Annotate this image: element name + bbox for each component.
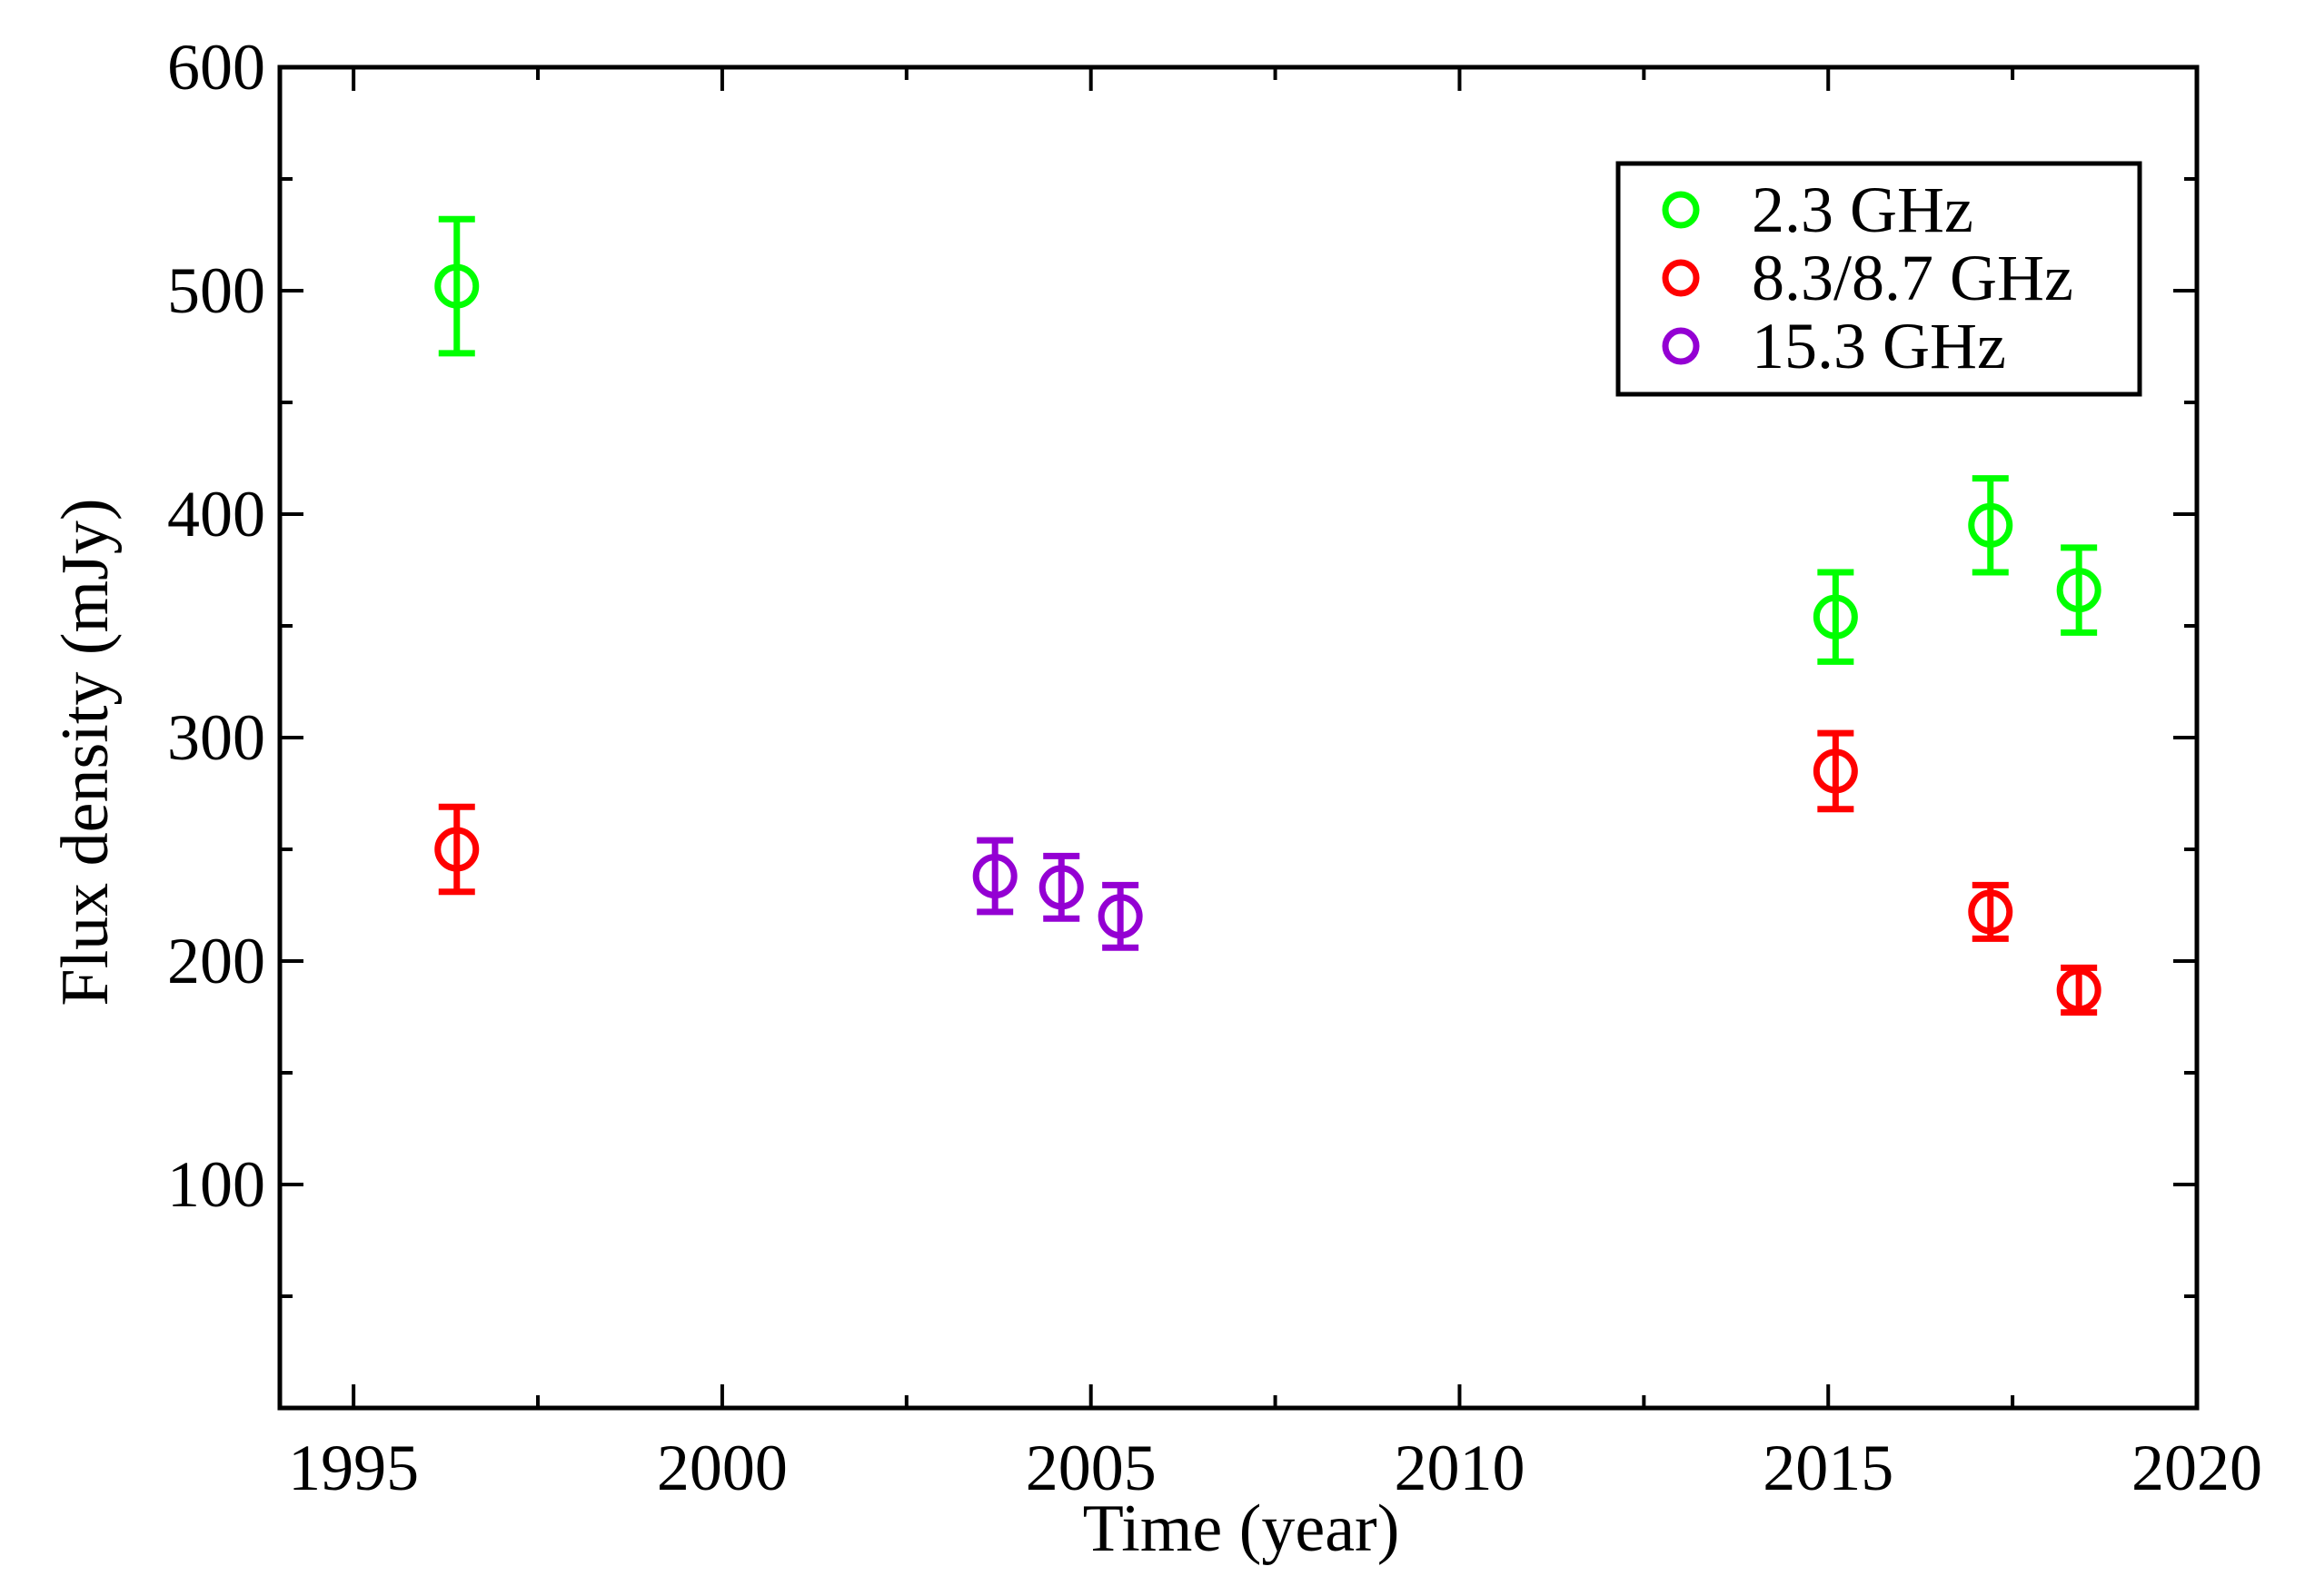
data-point (1968, 889, 2013, 935)
x-tick-label: 2015 (1763, 1432, 1893, 1504)
data-point (1813, 748, 1858, 794)
series-8-3-8-7-ghz (434, 729, 2101, 1016)
legend-marker (1662, 259, 1700, 297)
legend-marker (1662, 327, 1700, 365)
legend-box (1615, 161, 2142, 397)
y-tick-label: 200 (167, 925, 265, 997)
y-tick-label: 400 (167, 478, 265, 550)
y-axis-title: Flux density (mJy) (48, 498, 123, 1006)
series-2-3-ghz (434, 215, 2101, 665)
legend-label: 2.3 GHz (1752, 173, 1973, 246)
data-point (434, 263, 480, 309)
x-tick-label: 2010 (1394, 1432, 1525, 1504)
y-tick-label: 300 (167, 701, 265, 774)
data-point (2056, 967, 2101, 1013)
data-point (434, 827, 480, 872)
y-tick-label: 500 (167, 254, 265, 327)
plot-frame (277, 64, 2200, 1411)
legend-label: 15.3 GHz (1752, 310, 2006, 382)
x-tick-label: 2005 (1026, 1432, 1157, 1504)
x-tick-label: 2000 (657, 1432, 788, 1504)
y-tick-label: 100 (167, 1148, 265, 1221)
data-point (972, 854, 1018, 899)
data-points (434, 215, 2101, 1016)
x-tick-label: 1995 (288, 1432, 419, 1504)
legend-label: 8.3/8.7 GHz (1752, 242, 2073, 314)
data-point (1038, 865, 1084, 910)
axis-ticks: 1995 2000 2005 2010 2015 2020 100 200 300 400 500 6… (167, 31, 2262, 1504)
data-point (1813, 594, 1858, 639)
data-point (2056, 568, 2101, 613)
data-point (1968, 502, 2013, 548)
x-axis-title: Time (year) (1083, 1492, 1400, 1566)
legend-marker (1662, 191, 1700, 229)
series-15-3-ghz (972, 837, 1143, 951)
y-tick-label: 600 (167, 31, 265, 104)
x-tick-label: 2020 (2131, 1432, 2262, 1504)
data-point (1098, 894, 1143, 939)
